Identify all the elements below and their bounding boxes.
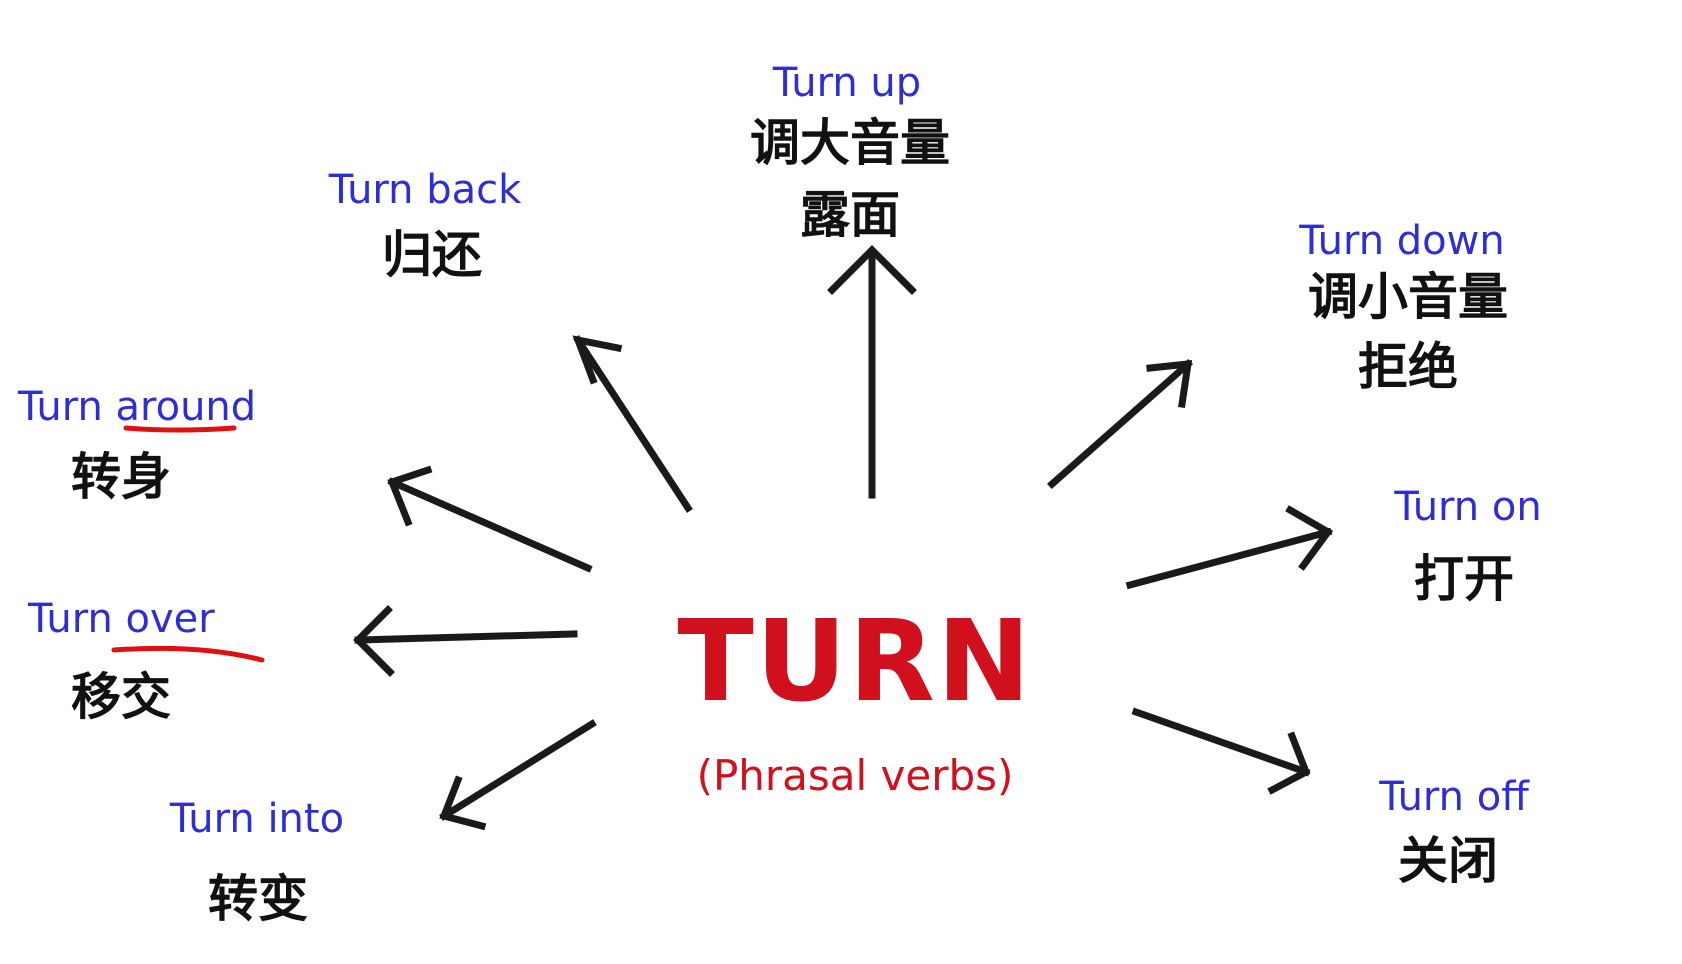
label-turn-off-zh: 关闭 [1398,832,1498,890]
arrow-turn-up [827,245,917,499]
label-turn-back-en: Turn back [328,167,522,213]
label-turn-around-en: Turn around [17,384,256,430]
center-title: TURN [677,597,1032,727]
center-subtitle: (Phrasal verbs) [697,751,1014,800]
label-turn-up-zh-2: 露面 [800,186,900,244]
label-turn-into-zh: 转变 [208,870,308,928]
label-turn-on-zh: 打开 [1414,550,1514,608]
label-turn-up-zh-1: 调大音量 [750,114,950,172]
arrow-turn-back [572,335,693,513]
label-turn-off-en: Turn off [1378,774,1530,820]
label-turn-down-en: Turn down [1298,218,1504,264]
arrow-turn-into [439,719,597,831]
arrow-turn-around [387,465,593,573]
label-turn-into-en: Turn into [169,796,344,842]
label-turn-around-zh: 转身 [71,448,171,506]
arrow-turn-down [1047,359,1193,489]
arrow-turn-over [353,605,578,677]
label-turn-over-zh: 移交 [71,668,171,726]
arrow-turn-off [1131,707,1311,795]
underline-around [123,425,237,433]
label-turn-over-en: Turn over [27,596,215,642]
label-turn-back-zh: 归还 [382,226,482,284]
label-turn-down-zh-1: 调小音量 [1308,268,1508,326]
arrow-turn-on [1125,505,1334,590]
underline-over [111,645,265,663]
label-turn-down-zh-2: 拒绝 [1358,338,1458,396]
label-turn-up-en: Turn up [772,60,921,106]
label-turn-on-en: Turn on [1393,484,1541,530]
